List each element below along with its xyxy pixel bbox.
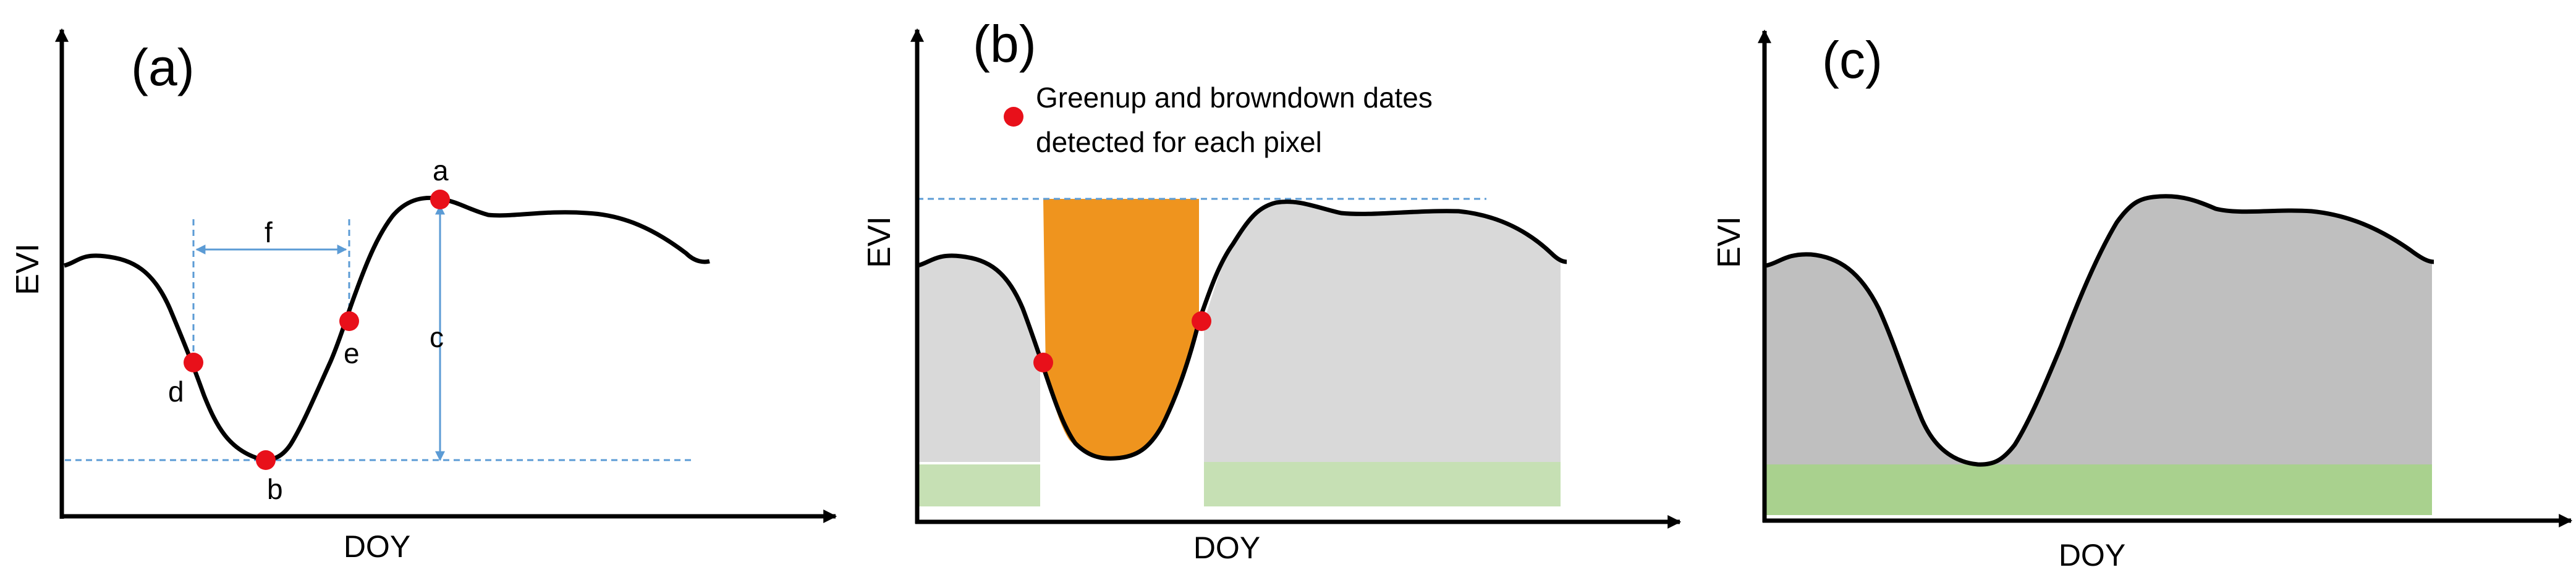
greenup-marker xyxy=(1033,353,1053,372)
y-axis-label: EVI xyxy=(1711,216,1747,268)
marker-e xyxy=(339,311,359,331)
legend-marker xyxy=(1004,107,1023,127)
panel-b: Greenup and browndown dates detected for… xyxy=(862,15,1682,565)
y-axis-label: EVI xyxy=(862,216,897,268)
marker-d xyxy=(184,353,203,372)
x-axis-label: DOY xyxy=(1193,531,1260,565)
legend-text-line1: Greenup and browndown dates xyxy=(1036,82,1433,114)
x-axis-label: DOY xyxy=(2059,538,2125,573)
label-d: d xyxy=(168,375,184,408)
legend-text-line2: detected for each pixel xyxy=(1036,126,1322,158)
y-axis-label: EVI xyxy=(10,243,46,295)
panel-c: (c) EVI DOY xyxy=(1711,29,2573,573)
label-e: e xyxy=(344,337,360,369)
evi-curve xyxy=(917,199,1567,461)
green-strip-left xyxy=(918,464,1040,506)
evi-curve xyxy=(64,195,710,462)
panel-tag: (c) xyxy=(1822,31,1883,89)
green-strip xyxy=(1766,464,2432,515)
grey-area xyxy=(1766,196,2432,465)
browndown-marker xyxy=(1192,311,1211,331)
marker-a xyxy=(430,190,450,209)
green-strip-right xyxy=(1204,462,1561,506)
grey-area-left xyxy=(918,255,1040,462)
marker-b xyxy=(256,450,276,470)
orange-area xyxy=(1043,199,1199,458)
label-b: b xyxy=(267,473,283,505)
label-c: c xyxy=(430,321,444,353)
x-axis-label: DOY xyxy=(344,529,410,564)
panel-tag: (b) xyxy=(973,15,1036,73)
panel-tag: (a) xyxy=(131,38,195,96)
label-f: f xyxy=(265,216,273,248)
label-a: a xyxy=(433,154,449,187)
evi-curve xyxy=(1766,194,2434,467)
panel-a: a b d e f c (a) EVI DOY xyxy=(10,28,837,564)
grey-area-right xyxy=(1204,201,1561,462)
